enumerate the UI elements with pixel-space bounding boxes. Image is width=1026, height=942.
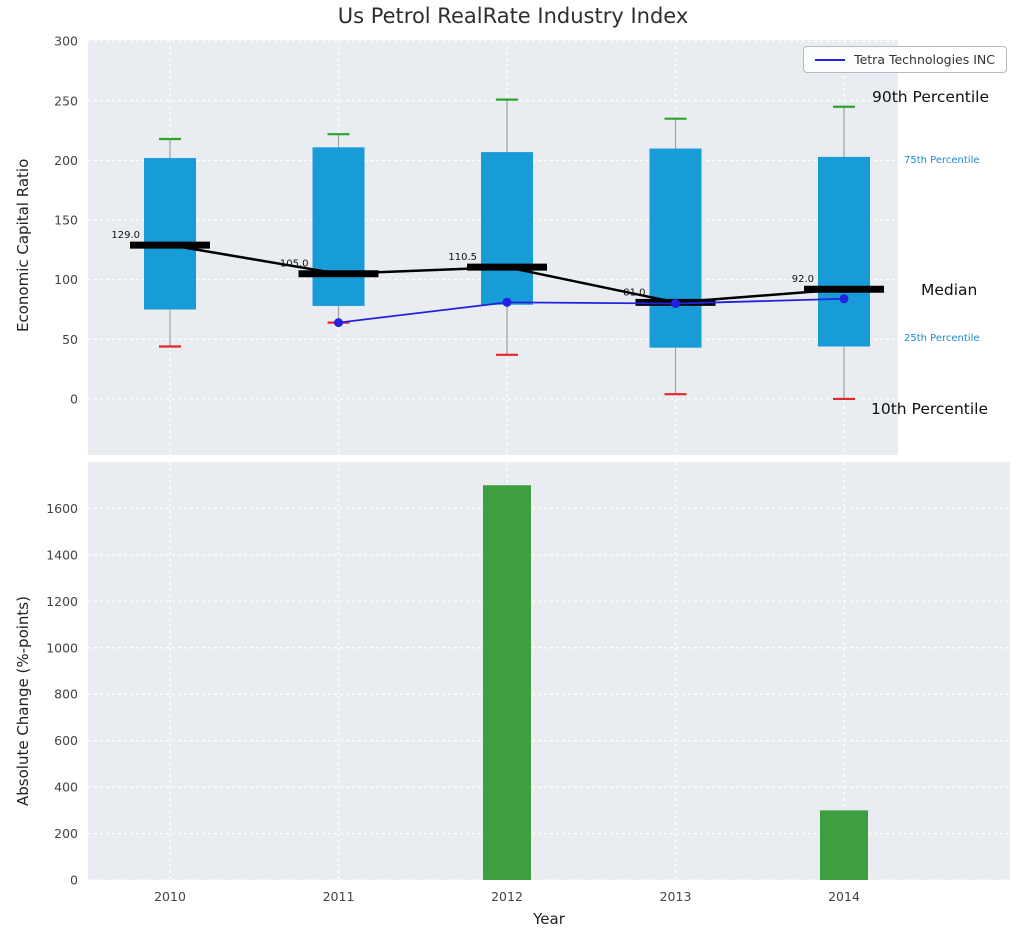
y-tick-label: 1200 xyxy=(46,594,78,609)
top-y-axis-label: Economic Capital Ratio xyxy=(14,158,32,332)
boxplot-2010 xyxy=(144,137,196,348)
legend-line-icon xyxy=(815,58,846,61)
y-tick-label: 200 xyxy=(54,826,78,841)
median-value-label: 110.5 xyxy=(448,252,477,263)
x-tick-label: 2013 xyxy=(660,889,692,904)
y-tick-label: 0 xyxy=(70,873,78,888)
iqr-box xyxy=(481,152,533,305)
iqr-box xyxy=(144,158,196,310)
y-tick-label: 250 xyxy=(54,93,78,108)
annotation-90th-percentile: 90th Percentile xyxy=(872,88,990,106)
y-tick-label: 600 xyxy=(54,733,78,748)
company-series-marker xyxy=(334,318,343,328)
median-value-label: 81.0 xyxy=(623,287,645,298)
company-series-marker xyxy=(502,297,512,307)
chart-title: Us Petrol RealRate Industry Index xyxy=(337,4,689,28)
y-tick-label: 400 xyxy=(54,780,78,795)
iqr-box xyxy=(818,156,870,347)
y-tick-label: 1000 xyxy=(46,640,78,655)
bottom-y-axis-label: Absolute Change (%-points) xyxy=(14,596,32,806)
median-value-label: 105.0 xyxy=(280,259,309,270)
bottom-plot-background xyxy=(88,462,1010,880)
x-tick-label: 2014 xyxy=(828,889,860,904)
annotation-median: Median xyxy=(921,281,978,299)
y-tick-label: 300 xyxy=(54,34,78,49)
y-tick-label: 100 xyxy=(54,272,78,287)
legend-label: Tetra Technologies INC xyxy=(854,52,995,67)
y-tick-label: 200 xyxy=(54,153,78,168)
bar-2014 xyxy=(820,810,868,880)
y-tick-label: 800 xyxy=(54,687,78,702)
company-series-marker xyxy=(839,294,849,304)
median-value-label: 92.0 xyxy=(792,274,814,285)
boxplot-2013 xyxy=(649,117,702,396)
x-tick-label: 2012 xyxy=(491,889,523,904)
annotation-10th-percentile: 10th Percentile xyxy=(871,400,989,418)
y-tick-label: 50 xyxy=(62,332,78,347)
company-series-marker xyxy=(671,299,680,309)
y-tick-label: 150 xyxy=(54,213,78,228)
annotation-25th-percentile: 25th Percentile xyxy=(904,333,980,344)
boxplot-2014 xyxy=(818,105,870,401)
y-tick-label: 1600 xyxy=(46,501,78,516)
boxplot-2012 xyxy=(481,98,533,356)
iqr-box xyxy=(312,147,365,306)
legend: Tetra Technologies INC xyxy=(803,46,1007,73)
company-series-line xyxy=(338,297,845,324)
y-tick-label: 1400 xyxy=(46,547,78,562)
x-tick-label: 2011 xyxy=(323,889,355,904)
x-tick-label: 2010 xyxy=(154,889,186,904)
bar-2012 xyxy=(483,485,531,880)
y-tick-label: 0 xyxy=(70,391,78,406)
iqr-box xyxy=(649,148,702,348)
x-axis-label: Year xyxy=(533,910,565,928)
annotation-75th-percentile: 75th Percentile xyxy=(904,155,980,166)
boxplot-2011 xyxy=(312,133,365,324)
median-value-label: 129.0 xyxy=(111,230,140,241)
